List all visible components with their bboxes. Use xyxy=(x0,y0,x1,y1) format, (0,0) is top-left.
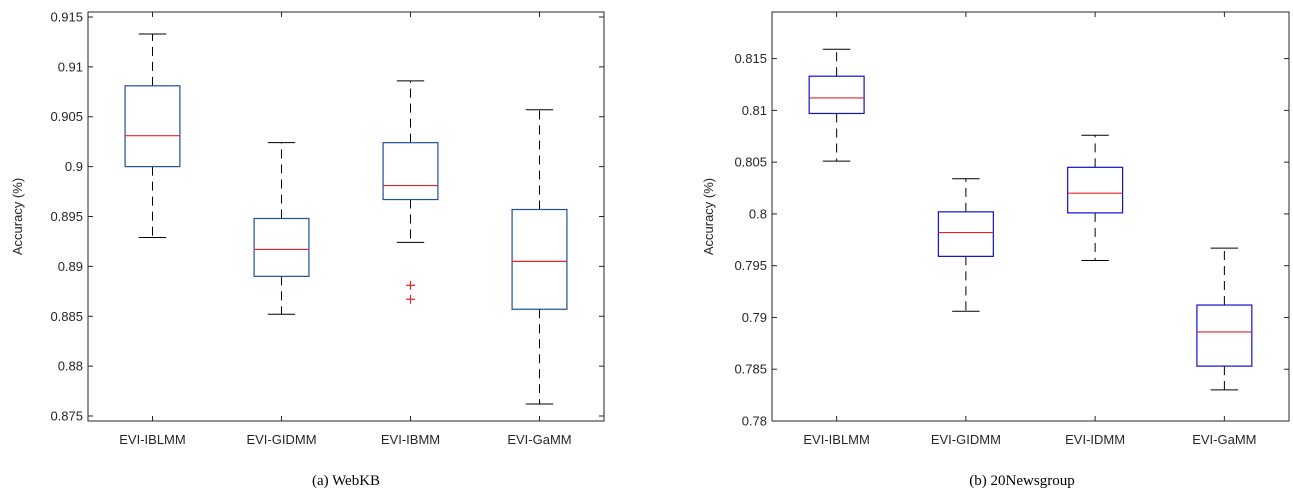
y-tick-label: 0.81 xyxy=(742,103,767,118)
outlier-marker xyxy=(406,294,415,304)
y-tick-label: 0.795 xyxy=(734,258,767,273)
y-tick-label: 0.785 xyxy=(734,362,767,377)
box-evi-iblmm: EVI-IBLMM xyxy=(803,12,870,447)
iqr-box xyxy=(382,142,439,201)
y-axis-label: Accuracy (%) xyxy=(701,178,716,255)
y-tick-label: 0.88 xyxy=(58,359,83,374)
iqr-box xyxy=(1067,166,1124,214)
box-evi-idmm: EVI-IDMM xyxy=(1065,12,1125,447)
iqr-box xyxy=(937,211,994,257)
iqr-box xyxy=(808,75,865,115)
box-evi-gidmm: EVI-GIDMM xyxy=(246,12,317,447)
y-tick-label: 0.815 xyxy=(734,51,767,66)
y-tick-label: 0.78 xyxy=(742,414,767,429)
box-evi-gamm: EVI-GaMM xyxy=(1192,12,1257,447)
x-tick-label: EVI-GIDMM xyxy=(931,432,1001,447)
y-tick-label: 0.91 xyxy=(58,59,83,74)
box-evi-iblmm: EVI-IBLMM xyxy=(119,12,186,447)
iqr-box xyxy=(124,85,181,168)
x-tick-label: EVI-GaMM xyxy=(1192,432,1256,447)
panel-webkb: 0.875 0.88 0.885 0.89 0.895 0.9 0.905 0.91 0.915… xyxy=(10,9,605,447)
x-tick-label: EVI-IDMM xyxy=(1065,432,1125,447)
y-tick-label: 0.9 xyxy=(65,159,83,174)
caption-webkb: (a) WebKB xyxy=(312,473,380,489)
outlier-marker xyxy=(406,280,415,290)
y-tick-label: 0.875 xyxy=(50,409,83,424)
y-tick-label: 0.905 xyxy=(50,109,83,124)
x-tick-label: EVI-GaMM xyxy=(507,432,571,447)
x-tick-label: EVI-GIDMM xyxy=(246,432,316,447)
box-evi-ibmm: EVI-IBMM xyxy=(381,12,440,447)
box-evi-gidmm: EVI-GIDMM xyxy=(931,12,1001,447)
y-tick-label: 0.89 xyxy=(58,259,83,274)
panel-20newsgroup: 0.78 0.785 0.79 0.795 0.8 0.805 0.81 0.815 Accur… xyxy=(701,11,1290,447)
x-tick-label: EVI-IBLMM xyxy=(803,432,869,447)
axes-frame xyxy=(771,11,1290,422)
axes-frame xyxy=(87,11,605,422)
caption-20newsgroup: (b) 20Newsgroup xyxy=(969,473,1074,489)
x-tick-label: EVI-IBLMM xyxy=(119,432,185,447)
iqr-box xyxy=(253,217,310,277)
y-tick-label: 0.8 xyxy=(749,206,767,221)
y-tick-label: 0.895 xyxy=(50,209,83,224)
y-axis-label: Accuracy (%) xyxy=(10,178,25,255)
iqr-box xyxy=(511,208,568,310)
y-tick-label: 0.885 xyxy=(50,309,83,324)
y-tick-label: 0.915 xyxy=(50,9,83,24)
y-tick-label: 0.79 xyxy=(742,310,767,325)
iqr-box xyxy=(1196,304,1253,367)
y-tick-label: 0.805 xyxy=(734,155,767,170)
x-tick-label: EVI-IBMM xyxy=(381,432,440,447)
box-evi-gamm: EVI-GaMM xyxy=(507,12,572,447)
